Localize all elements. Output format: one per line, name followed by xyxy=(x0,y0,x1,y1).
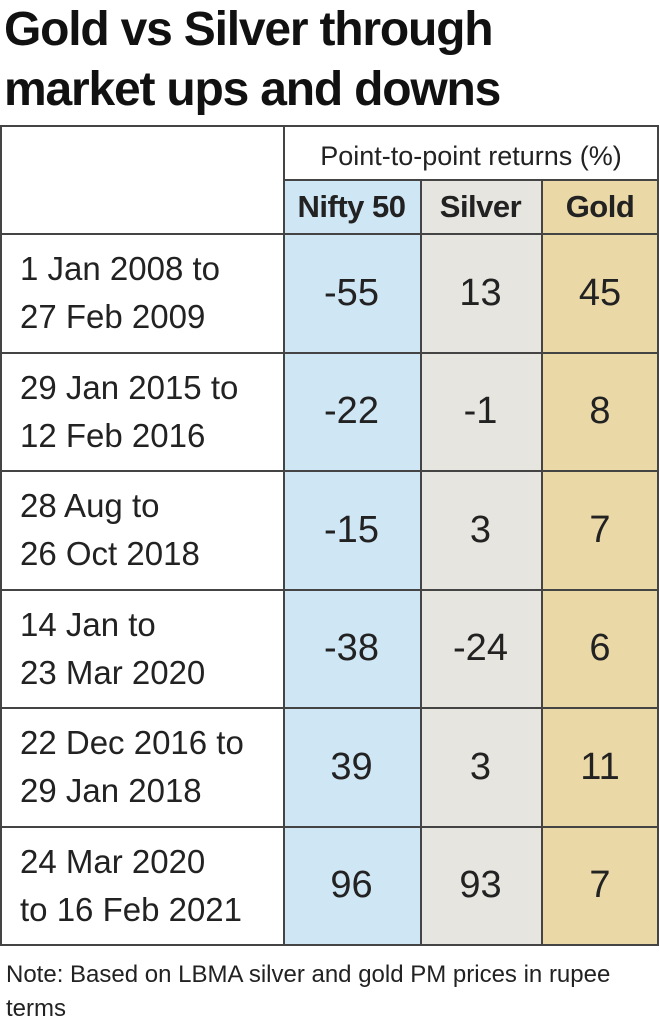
column-bg-silver xyxy=(420,180,541,946)
title-line-2: market ups and downs xyxy=(4,63,501,116)
period-line: 24 Mar 2020 xyxy=(20,842,206,880)
footnote: Note: Based on LBMA silver and gold PM p… xyxy=(6,961,611,1022)
period-line: 28 Aug to xyxy=(20,487,160,525)
value-gold: 11 xyxy=(580,745,620,788)
period-line: 23 Mar 2020 xyxy=(20,653,206,691)
value-nifty-50: -22 xyxy=(324,390,379,433)
period-line: 1 Jan 2008 to xyxy=(20,250,220,288)
table-rule xyxy=(0,944,659,946)
column-header-nifty-50: Nifty 50 xyxy=(297,189,406,224)
value-gold: 6 xyxy=(589,627,611,670)
row-period: 14 Jan to 23 Mar 2020 xyxy=(0,590,283,709)
returns-table: Point-to-point returns (%) Nifty 50 Silve… xyxy=(0,125,659,946)
table-divider xyxy=(420,180,422,946)
value-nifty-50: -15 xyxy=(324,508,379,551)
row-period: 24 Mar 2020 to 16 Feb 2021 xyxy=(0,827,283,946)
period-line: 14 Jan to xyxy=(20,605,156,643)
table-rule xyxy=(0,825,659,828)
column-header-silver: Silver xyxy=(439,189,522,224)
table-rule xyxy=(0,588,659,591)
title-line-1: Gold vs Silver through xyxy=(4,3,494,56)
column-bg-nifty-50 xyxy=(283,180,420,946)
value-silver: -1 xyxy=(463,390,498,433)
value-silver: 13 xyxy=(459,271,502,314)
value-gold: 45 xyxy=(578,271,622,314)
value-nifty-50: -55 xyxy=(324,271,379,314)
period-label: 22 Dec 2016 to 29 Jan 2018 xyxy=(20,719,244,815)
period-line: 27 Feb 2009 xyxy=(20,298,206,336)
value-silver: 3 xyxy=(469,508,492,551)
row-period: 29 Jan 2015 to 12 Feb 2016 xyxy=(0,353,283,472)
value-silver: 3 xyxy=(469,745,492,788)
period-line: 29 Jan 2015 to xyxy=(20,368,239,406)
period-label: 28 Aug to 26 Oct 2018 xyxy=(20,482,200,578)
table-rule xyxy=(0,125,659,127)
period-line: 22 Dec 2016 to xyxy=(20,724,244,762)
table-rule xyxy=(0,351,659,354)
row-period: 22 Dec 2016 to 29 Jan 2018 xyxy=(0,708,283,827)
page-title: Gold vs Silver through market ups and do… xyxy=(4,0,656,120)
period-label: 29 Jan 2015 to 12 Feb 2016 xyxy=(20,364,238,460)
row-period: 1 Jan 2008 to 27 Feb 2009 xyxy=(0,234,283,353)
period-label: 14 Jan to 23 Mar 2020 xyxy=(20,601,205,697)
table-rule xyxy=(0,470,659,472)
value-nifty-50: 96 xyxy=(330,864,373,907)
value-silver: 93 xyxy=(459,864,502,907)
period-line: 29 Jan 2018 xyxy=(20,772,202,810)
column-header-gold: Gold xyxy=(565,189,635,224)
period-line: to 16 Feb 2021 xyxy=(20,890,243,928)
table-divider xyxy=(0,126,2,946)
table-divider xyxy=(541,180,543,946)
row-period: 28 Aug to 26 Oct 2018 xyxy=(0,471,283,590)
table-divider xyxy=(657,126,659,946)
value-silver: -24 xyxy=(453,627,508,670)
column-bg-gold xyxy=(541,180,659,946)
subheader-rule xyxy=(283,179,659,181)
period-line: 26 Oct 2018 xyxy=(20,535,200,573)
period-label: 1 Jan 2008 to 27 Feb 2009 xyxy=(20,245,220,341)
period-line: 12 Feb 2016 xyxy=(20,416,206,454)
value-gold: 8 xyxy=(589,390,611,433)
table-rule xyxy=(0,707,659,709)
value-gold: 7 xyxy=(589,508,611,551)
value-nifty-50: -38 xyxy=(324,627,379,670)
table-divider xyxy=(283,126,285,946)
period-label: 24 Mar 2020 to 16 Feb 2021 xyxy=(20,838,242,934)
value-gold: 7 xyxy=(589,864,611,907)
value-nifty-50: 39 xyxy=(330,745,373,788)
table-rule xyxy=(0,233,659,235)
subheader-label: Point-to-point returns (%) xyxy=(320,140,622,171)
